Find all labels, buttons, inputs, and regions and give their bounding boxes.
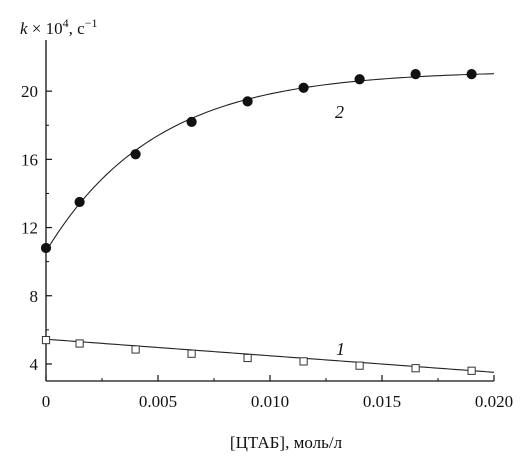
x-tick-label: 0.020	[475, 392, 513, 411]
data-point-series-2	[242, 96, 253, 107]
y-tick-label: 12	[21, 219, 38, 238]
y-tick-label: 8	[30, 287, 39, 306]
data-point-series-1	[41, 335, 51, 345]
data-point-series-2	[354, 74, 365, 85]
data-point-series-1	[243, 353, 252, 363]
x-tick-label: 0.005	[139, 392, 177, 411]
fit-curves	[45, 73, 495, 373]
axes	[45, 40, 494, 382]
data-point-series-1	[131, 345, 140, 354]
data-point-series-2	[74, 196, 85, 208]
data-points	[40, 69, 477, 375]
y-tick-label: 4	[30, 355, 39, 374]
data-point-series-1	[411, 364, 420, 373]
y-axis-label-unit: , с	[69, 19, 86, 38]
y-axis-label-exp: 4	[63, 16, 69, 30]
data-point-series-2	[466, 69, 477, 80]
data-point-series-2	[40, 242, 52, 254]
series-tag-1: 1	[336, 339, 345, 359]
data-point-series-2	[410, 69, 421, 80]
y-tick-label: 16	[21, 150, 38, 169]
fit-curve-1	[45, 338, 495, 373]
fit-curve-2	[45, 73, 495, 252]
y-axis-label-times: × 10	[28, 19, 63, 38]
data-point-series-1	[75, 339, 84, 348]
y-ticks: 4 8 12 16 20	[21, 82, 52, 374]
data-point-series-2	[298, 82, 309, 93]
data-point-series-1	[355, 361, 364, 370]
x-tick-label: 0.010	[251, 392, 289, 411]
y-axis-label-k: k	[20, 19, 28, 38]
data-point-series-1	[467, 366, 476, 375]
data-point-series-1	[187, 349, 196, 358]
series-tag-2: 2	[335, 102, 344, 122]
data-point-series-2	[186, 116, 197, 127]
y-axis-label: k × 104, с−1	[20, 16, 97, 38]
data-point-series-2	[130, 149, 141, 160]
x-ticks: 0 0.005 0.010 0.015 0.020	[42, 375, 513, 411]
x-tick-label: 0.015	[363, 392, 401, 411]
y-axis-label-unit-exp: −1	[85, 16, 98, 30]
x-tick-label: 0	[42, 392, 51, 411]
data-point-series-1	[299, 357, 308, 366]
x-axis-label: [ЦТАБ], моль/л	[230, 433, 343, 452]
svg-text:k × 104, с−1: k × 104, с−1	[20, 16, 97, 38]
y-tick-label: 20	[21, 82, 38, 101]
